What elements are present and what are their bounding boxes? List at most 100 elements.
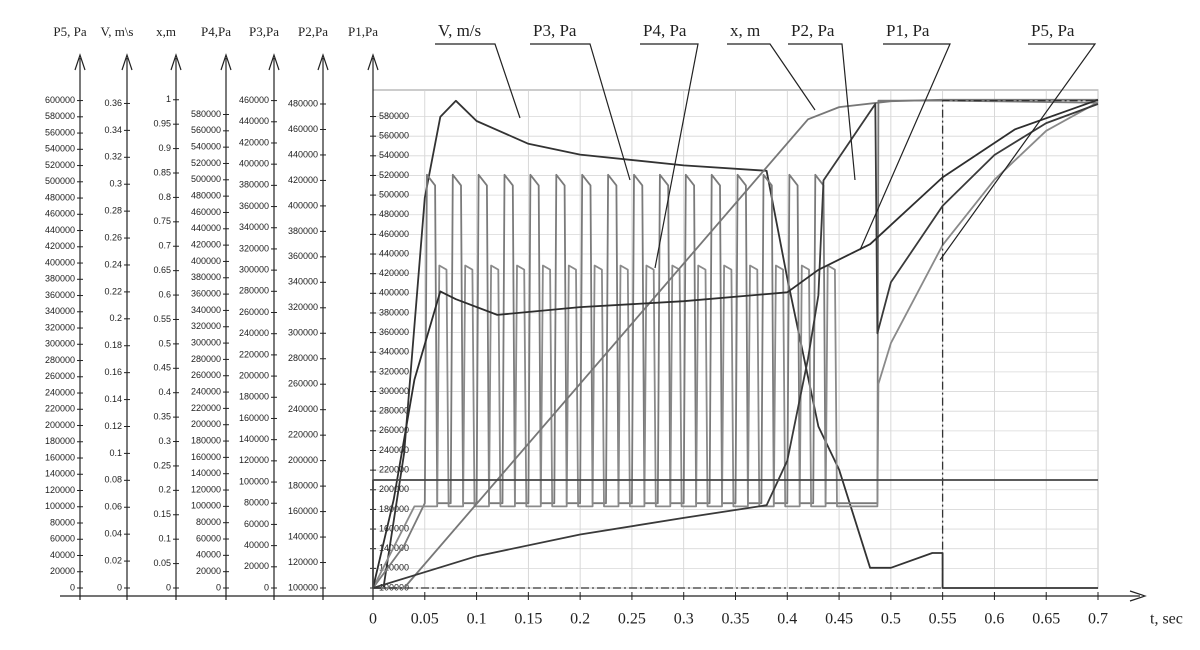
y-axis-title: P3,Pa (249, 24, 279, 39)
y-tick-label: 0.1 (158, 534, 171, 544)
y-tick-label: 280000 (239, 286, 269, 296)
x-tick-label: 0.2 (570, 611, 590, 628)
y-tick-label: 480000 (288, 98, 318, 108)
y-tick-label: 160000 (45, 452, 75, 462)
annotation-leader (859, 43, 951, 251)
y-tick-label: 120000 (239, 455, 269, 465)
y-axis-title: P5, Pa (53, 24, 86, 39)
y-tick-label: 0.2 (158, 485, 171, 495)
y-tick-label: 20000 (196, 566, 221, 576)
y-tick-label: 0.55 (153, 314, 171, 324)
y-tick-label: 500000 (45, 176, 75, 186)
x-tick-label: 0.35 (722, 611, 750, 628)
y-tick-label: 0.24 (104, 259, 122, 269)
y-tick-label: 140000 (45, 469, 75, 479)
y-tick-label: 260000 (45, 371, 75, 381)
y-tick-label: 460000 (191, 207, 221, 217)
x-tick-label: 0.55 (929, 611, 957, 628)
y-tick-label: 380000 (239, 180, 269, 190)
y-tick-label: 0.7 (158, 241, 171, 251)
y-tick-label: 540000 (191, 142, 221, 152)
y-tick-label: 300000 (239, 265, 269, 275)
y-tick-label: 100000 (45, 501, 75, 511)
y-tick-label: 0.16 (104, 367, 122, 377)
annotation-leader (640, 43, 699, 269)
y-tick-label: 0.95 (153, 119, 171, 129)
x-axis-label: t, sec (1150, 611, 1183, 628)
annotation: P1, Pa (886, 21, 930, 40)
y-axis-arrow (121, 53, 133, 71)
x-tick-label: 0.25 (618, 611, 646, 628)
y-tick-label: 260000 (191, 370, 221, 380)
y-tick-label: 380000 (288, 226, 318, 236)
y-tick-label: 220000 (191, 403, 221, 413)
annotation-leader (727, 43, 816, 111)
y-tick-label: 200000 (191, 419, 221, 429)
y-tick-label: 360000 (288, 251, 318, 261)
y-tick-label: 0.2 (109, 313, 122, 323)
y-tick-label: 200000 (379, 484, 409, 494)
y-tick-label: 0.08 (104, 475, 122, 485)
y-axis-title: P4,Pa (201, 24, 231, 39)
y-tick-label: 80000 (244, 498, 269, 508)
y-tick-label: 480000 (379, 209, 409, 219)
y-tick-label: 0.26 (104, 232, 122, 242)
y-tick-label: 220000 (239, 349, 269, 359)
y-tick-label: 0.6 (158, 289, 171, 299)
y-tick-label: 480000 (191, 191, 221, 201)
y-tick-label: 320000 (239, 243, 269, 253)
y-axis-title: V, m\s (101, 24, 134, 39)
y-tick-label: 0.36 (104, 98, 122, 108)
x-tick-label: 0.7 (1088, 611, 1108, 628)
y-tick-label: 260000 (379, 425, 409, 435)
x-axis-arrow (1129, 590, 1147, 602)
y-tick-label: 420000 (239, 137, 269, 147)
y-tick-label: 0.3 (158, 436, 171, 446)
y-tick-label: 440000 (191, 223, 221, 233)
y-tick-label: 440000 (239, 116, 269, 126)
y-axis-title: P1,Pa (348, 24, 378, 39)
y-tick-label: 280000 (379, 406, 409, 416)
y-axis-arrow (220, 53, 232, 71)
y-tick-label: 440000 (288, 149, 318, 159)
y-tick-label: 0 (264, 582, 269, 592)
y-tick-label: 80000 (50, 517, 75, 527)
y-tick-label: 440000 (45, 225, 75, 235)
y-tick-label: 360000 (45, 290, 75, 300)
y-tick-label: 60000 (50, 534, 75, 544)
y-tick-label: 320000 (45, 322, 75, 332)
y-tick-label: 180000 (239, 392, 269, 402)
y-tick-label: 380000 (45, 274, 75, 284)
x-tick-label: 0.65 (1032, 611, 1060, 628)
y-tick-label: 0.32 (104, 152, 122, 162)
y-tick-label: 300000 (191, 337, 221, 347)
y-tick-label: 100000 (288, 582, 318, 592)
y-tick-label: 0.28 (104, 206, 122, 216)
y-axis-arrow (74, 53, 86, 71)
y-tick-label: 360000 (379, 327, 409, 337)
x-tick-label: 0 (369, 611, 377, 628)
y-tick-label: 240000 (379, 445, 409, 455)
y-tick-label: 340000 (239, 222, 269, 232)
y-tick-label: 540000 (45, 144, 75, 154)
y-tick-label: 420000 (379, 268, 409, 278)
y-tick-label: 560000 (379, 131, 409, 141)
y-tick-label: 400000 (191, 256, 221, 266)
annotation-leader (788, 43, 856, 181)
y-tick-label: 400000 (288, 200, 318, 210)
y-tick-label: 0.8 (158, 192, 171, 202)
y-tick-label: 160000 (379, 523, 409, 533)
y-tick-label: 240000 (45, 387, 75, 397)
y-tick-label: 520000 (379, 170, 409, 180)
y-tick-label: 240000 (191, 386, 221, 396)
y-tick-label: 520000 (45, 160, 75, 170)
y-tick-label: 120000 (191, 484, 221, 494)
y-tick-label: 300000 (45, 339, 75, 349)
y-tick-label: 160000 (288, 506, 318, 516)
x-tick-label: 0.05 (411, 611, 439, 628)
y-tick-label: 100000 (239, 476, 269, 486)
y-tick-label: 200000 (288, 455, 318, 465)
annotation: P2, Pa (791, 21, 835, 40)
x-tick-label: 0.3 (674, 611, 694, 628)
y-tick-label: 140000 (239, 434, 269, 444)
